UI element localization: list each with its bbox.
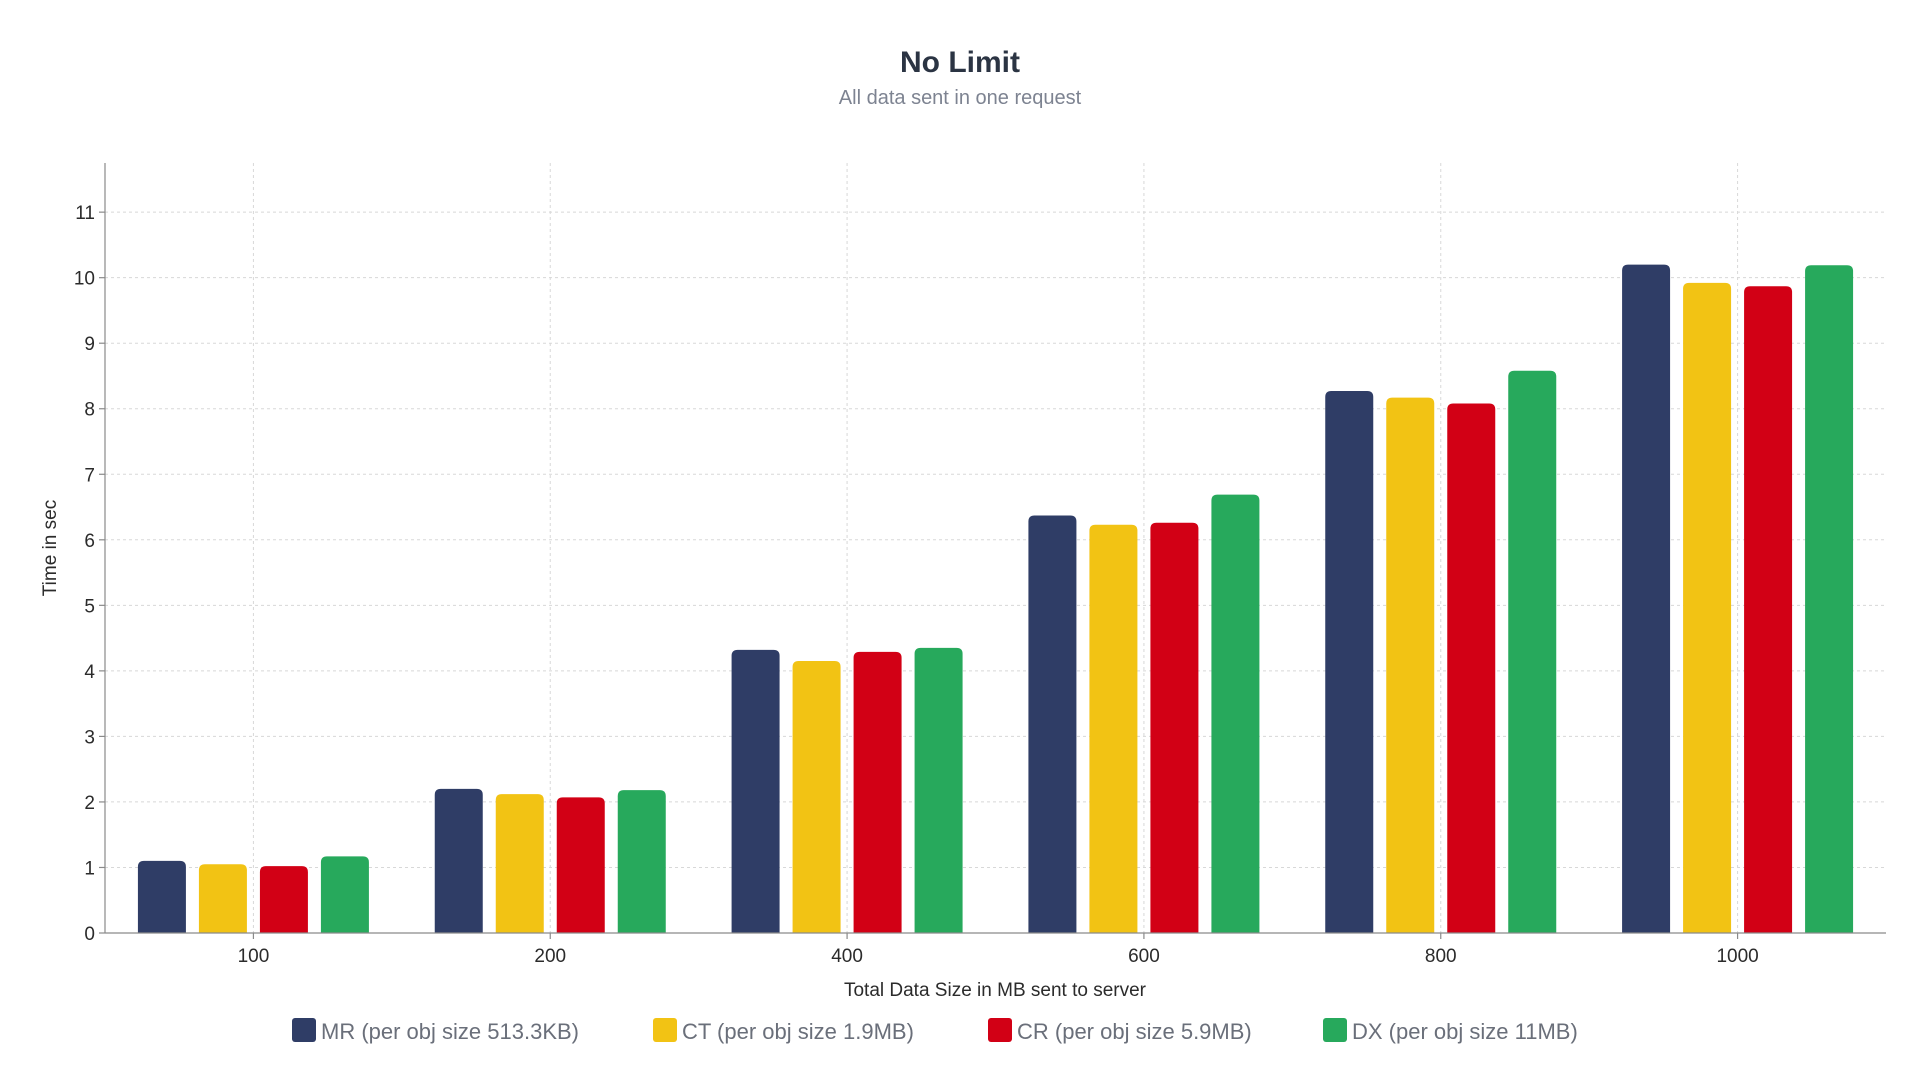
y-tick-label: 7 [84,465,95,486]
grid-lines [105,163,1886,933]
bar-dx-400 [914,647,963,933]
legend-swatch-mr[interactable] [292,1018,316,1042]
legend-label-dx[interactable]: DX (per obj size 11MB) [1352,1019,1578,1044]
chart-subtitle: All data sent in one request [839,87,1082,109]
bar-dx-200 [617,790,666,933]
x-tick-label: 1000 [1716,946,1758,967]
y-tick-label: 0 [84,924,95,945]
legend-label-mr[interactable]: MR (per obj size 513.3KB) [321,1019,579,1044]
x-tick-label: 400 [831,946,863,967]
x-axis-ticks: 100 200 400 600 800 1000 [238,933,1759,967]
y-tick-label: 10 [74,269,95,290]
axes [104,163,1886,934]
y-tick-label: 6 [84,531,95,552]
bar-cr-600 [1150,522,1199,933]
bar-ct-400 [792,661,841,933]
bar-cr-100 [259,866,308,933]
bar-dx-100 [320,856,369,933]
bar-dx-600 [1211,494,1260,933]
y-tick-label: 9 [84,334,95,355]
x-axis-label: Total Data Size in MB sent to server [844,980,1147,1001]
y-tick-label: 1 [84,858,95,879]
bar-mr-100 [137,860,186,933]
bar-dx-800 [1508,370,1557,933]
legend: MR (per obj size 513.3KB) CT (per obj siz… [292,1018,1578,1044]
bar-ct-200 [495,794,544,933]
bar-cr-200 [556,797,605,933]
x-tick-label: 600 [1128,946,1160,967]
bar-ct-1000 [1683,282,1732,933]
x-tick-label: 100 [238,946,270,967]
y-axis-label: Time in sec [40,500,61,596]
y-tick-label: 2 [84,793,95,814]
y-tick-label: 4 [84,662,95,683]
legend-swatch-dx[interactable] [1323,1018,1347,1042]
bar-cr-1000 [1744,286,1793,933]
bar-mr-1000 [1622,264,1671,933]
y-axis-ticks: 0 1 2 3 4 5 6 7 8 9 10 11 [74,203,105,945]
bar-cr-800 [1447,403,1496,933]
bar-ct-600 [1089,524,1138,933]
y-tick-label: 3 [84,727,95,748]
legend-swatch-cr[interactable] [988,1018,1012,1042]
bars [137,264,1854,934]
bar-mr-600 [1028,515,1077,933]
bar-mr-800 [1325,391,1374,934]
legend-swatch-ct[interactable] [653,1018,677,1042]
legend-label-ct[interactable]: CT (per obj size 1.9MB) [682,1019,914,1044]
bar-dx-1000 [1805,265,1854,933]
bar-ct-800 [1386,397,1435,933]
x-tick-label: 800 [1425,946,1457,967]
bar-cr-400 [853,651,902,933]
bar-mr-200 [434,788,483,933]
y-tick-label: 5 [84,596,95,617]
bar-ct-100 [198,864,247,933]
legend-label-cr[interactable]: CR (per obj size 5.9MB) [1017,1019,1252,1044]
y-tick-label: 8 [84,400,95,421]
x-tick-label: 200 [534,946,566,967]
y-tick-label: 11 [75,203,95,224]
chart-title: No Limit [900,46,1020,79]
bar-mr-400 [731,649,780,933]
